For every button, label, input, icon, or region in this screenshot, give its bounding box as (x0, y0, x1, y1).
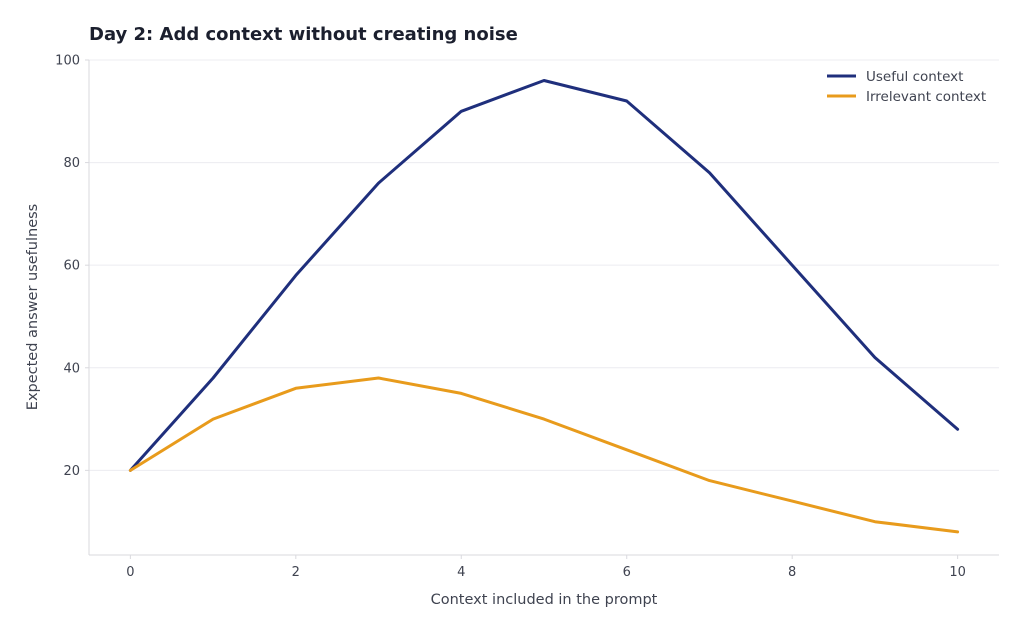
x-axis-label: Context included in the prompt (431, 592, 658, 608)
x-tick-label: 4 (457, 565, 465, 580)
axes: 20 40 60 80 100 0 2 4 6 8 10 (55, 54, 999, 580)
y-tick-label: 80 (63, 156, 80, 171)
chart-title: Day 2: Add context without creating nois… (89, 24, 518, 45)
y-axis-label: Expected answer usefulness (25, 204, 41, 410)
series-line-irrelevant-context (128, 376, 960, 534)
x-tick-label: 8 (788, 565, 796, 580)
y-tick-label: 100 (55, 54, 80, 69)
legend-label: Useful context (866, 69, 963, 85)
y-tick-label: 40 (63, 361, 80, 376)
x-tick-label: 2 (292, 565, 300, 580)
legend: Useful context Irrelevant context (827, 69, 986, 105)
y-tick-label: 60 (63, 259, 80, 274)
gridlines (89, 59, 999, 471)
x-tick-label: 0 (126, 565, 134, 580)
legend-label: Irrelevant context (866, 89, 986, 105)
series-line-useful-context (128, 79, 960, 472)
x-tick-label: 10 (949, 565, 966, 580)
y-tick-label: 20 (63, 464, 80, 479)
series-lines (128, 79, 960, 534)
x-tick-label: 6 (623, 565, 631, 580)
